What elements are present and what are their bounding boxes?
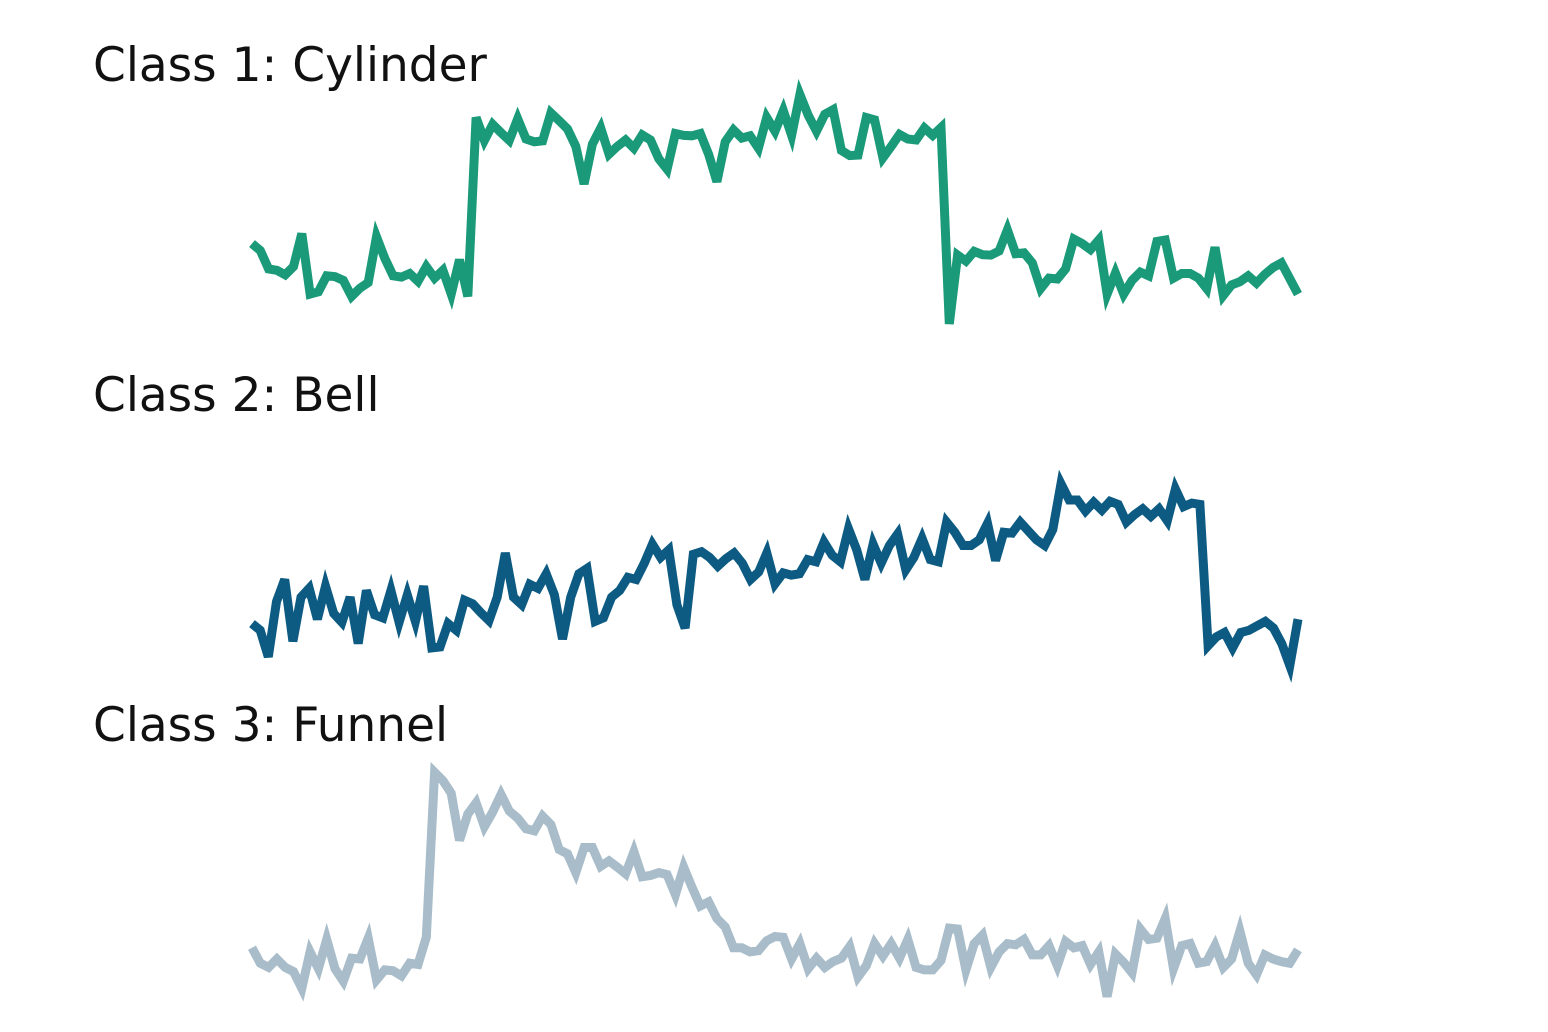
bell-panel: Class 2: Bell — [0, 372, 1548, 702]
bell-plot — [249, 469, 1303, 683]
cylinder-plot — [249, 78, 1302, 325]
bell-series-line — [249, 469, 1303, 683]
cylinder-title: Class 1: Cylinder — [93, 38, 487, 93]
funnel-panel: Class 3: Funnel — [0, 702, 1548, 1032]
funnel-title: Class 3: Funnel — [93, 698, 449, 753]
funnel-plot — [248, 761, 1302, 1002]
cylinder-panel: Class 1: Cylinder — [0, 42, 1548, 372]
bell-title: Class 2: Bell — [93, 368, 380, 423]
funnel-series-line — [248, 761, 1302, 1002]
cylinder-series-line — [249, 78, 1302, 325]
